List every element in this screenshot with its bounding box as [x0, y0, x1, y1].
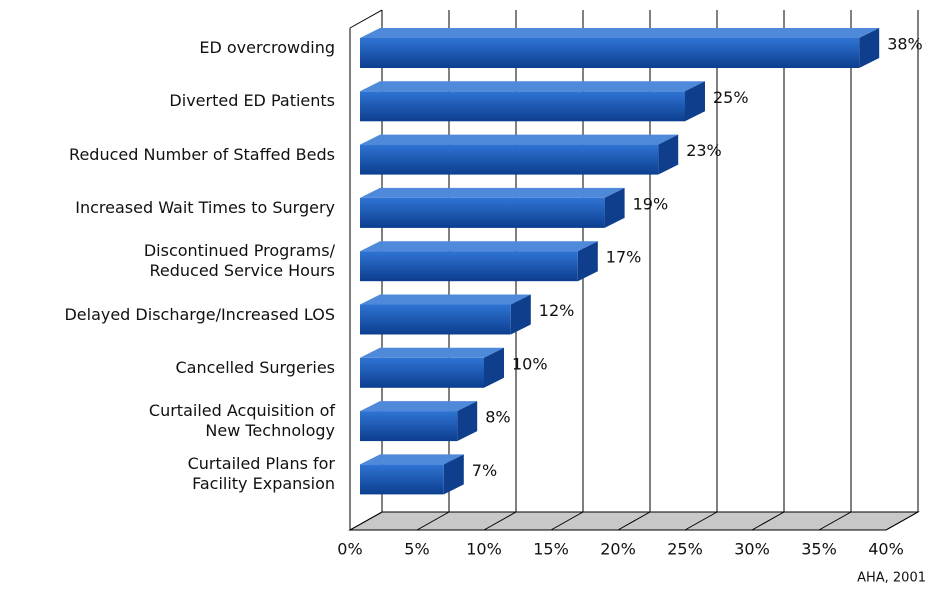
grid-line [550, 511, 584, 531]
bar-top [360, 28, 880, 38]
grid-line [617, 511, 651, 531]
bar-top [360, 401, 478, 412]
x-tick-label: 30% [734, 540, 770, 559]
bar [360, 357, 484, 388]
bar-top [360, 134, 679, 145]
grid-line [885, 511, 919, 531]
x-tick-label: 35% [801, 540, 837, 559]
value-label: 23% [686, 141, 722, 160]
bar-side [604, 187, 625, 228]
x-tick-label: 0% [337, 540, 362, 559]
category-label: Discontinued Programs/ Reduced Service H… [143, 241, 335, 281]
grid-line [684, 511, 718, 531]
bar [360, 464, 444, 495]
value-label: 10% [512, 354, 548, 373]
value-label: 17% [606, 248, 642, 267]
value-label: 7% [472, 461, 497, 480]
bar [360, 304, 511, 335]
x-tick-label: 10% [466, 540, 502, 559]
value-label: 19% [633, 194, 669, 213]
bar-top [360, 454, 464, 465]
bar [360, 251, 578, 282]
category-label: Cancelled Surgeries [175, 357, 335, 377]
grid-line [751, 511, 785, 531]
bar [360, 144, 659, 175]
bar-side [457, 401, 478, 442]
grid-line [416, 511, 450, 531]
bar-top [360, 347, 504, 358]
value-label: 38% [887, 35, 923, 54]
category-label: Curtailed Acquisition of New Technology [148, 401, 335, 441]
bar-side [685, 81, 705, 122]
category-label: Increased Wait Times to Surgery [75, 197, 335, 217]
bar-top [360, 294, 531, 305]
category-label: Curtailed Plans for Facility Expansion [187, 454, 335, 494]
bar [360, 411, 458, 442]
bar-side [658, 134, 679, 175]
x-tick-label: 40% [868, 540, 904, 559]
bar-side [859, 28, 880, 68]
value-label: 25% [713, 88, 749, 107]
x-tick-label: 5% [404, 540, 429, 559]
x-tick-label: 20% [600, 540, 636, 559]
grid-line [349, 511, 383, 531]
grid-line [483, 511, 517, 531]
left-wall [349, 9, 383, 29]
bar-top [360, 241, 598, 252]
category-label: Delayed Discharge/Increased LOS [64, 304, 335, 324]
bar-top [360, 81, 705, 92]
bar-side [443, 454, 464, 495]
value-label: 12% [539, 301, 575, 320]
bar-side [510, 294, 531, 335]
category-label: Diverted ED Patients [169, 91, 335, 111]
bar-top [360, 187, 625, 198]
x-tick-label: 25% [667, 540, 703, 559]
category-label: Reduced Number of Staffed Beds [69, 144, 335, 164]
value-label: 8% [485, 408, 510, 427]
category-label: ED overcrowding [199, 38, 335, 57]
bar-side [484, 347, 504, 388]
bar [360, 38, 860, 68]
grid-line [818, 511, 852, 531]
bar-side [577, 241, 598, 282]
x-tick-label: 15% [533, 540, 569, 559]
source: AHA, 2001 [857, 571, 926, 586]
bar [360, 91, 685, 122]
bar [360, 197, 605, 228]
